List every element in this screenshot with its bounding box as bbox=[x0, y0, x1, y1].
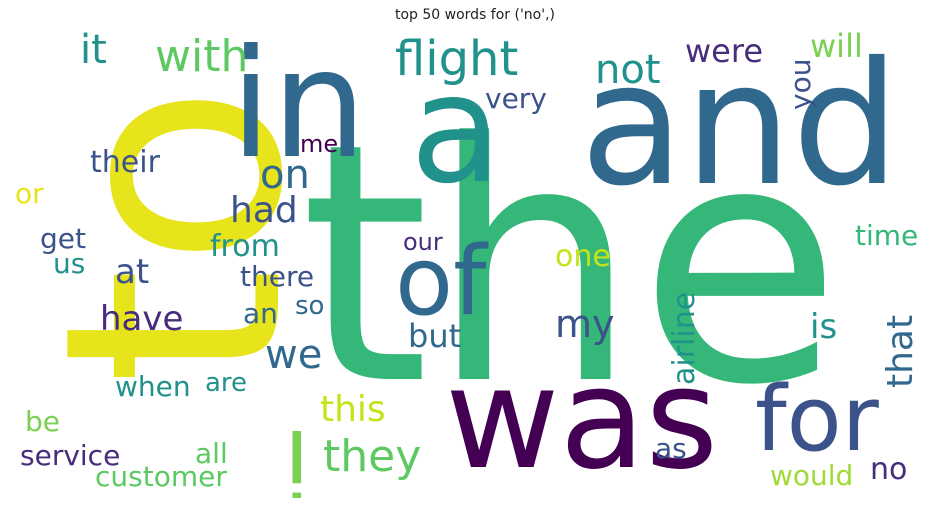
word-you: you bbox=[784, 58, 817, 110]
word-would: would bbox=[770, 459, 854, 492]
word-us: us bbox=[53, 247, 86, 280]
word-the: the bbox=[300, 73, 842, 457]
word-service: service bbox=[20, 439, 121, 472]
word-all: all bbox=[195, 437, 228, 470]
word-they: they bbox=[323, 431, 422, 482]
word-it: it bbox=[80, 30, 107, 73]
word-one: one bbox=[555, 239, 611, 274]
word-no: no bbox=[870, 452, 908, 487]
word-for: for bbox=[755, 367, 879, 472]
word-at: at bbox=[115, 252, 150, 292]
word-cloud: to the and in a was for of i flight with… bbox=[15, 30, 935, 498]
word-that: that bbox=[880, 314, 921, 388]
word-our: our bbox=[403, 228, 443, 256]
word-is: is bbox=[810, 307, 838, 347]
word-an: an bbox=[243, 297, 278, 330]
word-but: but bbox=[408, 317, 462, 355]
word-was: was bbox=[445, 338, 719, 498]
word-i: i bbox=[283, 408, 310, 498]
word-as: as bbox=[655, 432, 687, 465]
word-were: were bbox=[685, 32, 763, 70]
word-so: so bbox=[295, 291, 325, 321]
word-will: will bbox=[810, 30, 863, 65]
word-customer: customer bbox=[95, 460, 227, 493]
word-had: had bbox=[230, 190, 298, 231]
word-a: a bbox=[410, 43, 502, 217]
word-or: or bbox=[15, 177, 44, 210]
word-we: we bbox=[265, 332, 323, 378]
chart-title: top 50 words for ('no',) bbox=[394, 7, 556, 23]
word-have: have bbox=[100, 299, 184, 339]
word-very: very bbox=[485, 82, 547, 115]
word-their: their bbox=[90, 145, 160, 180]
word-of: of bbox=[395, 227, 487, 337]
word-and: and bbox=[580, 30, 900, 224]
word-not: not bbox=[595, 47, 661, 93]
word-this: this bbox=[320, 389, 386, 430]
word-in: in bbox=[230, 30, 367, 192]
word-flight: flight bbox=[395, 31, 519, 87]
word-get: get bbox=[40, 222, 86, 255]
word-my: my bbox=[555, 302, 615, 346]
word-there: there bbox=[240, 260, 315, 293]
word-be: be bbox=[25, 405, 60, 438]
word-airline: airline bbox=[667, 291, 702, 385]
word-with: with bbox=[155, 31, 249, 82]
word-me: me bbox=[300, 130, 339, 158]
word-are: are bbox=[205, 368, 248, 398]
word-time: time bbox=[855, 219, 919, 252]
word-from: from bbox=[210, 229, 280, 264]
word-when: when bbox=[115, 370, 191, 403]
word-on: on bbox=[260, 152, 310, 198]
